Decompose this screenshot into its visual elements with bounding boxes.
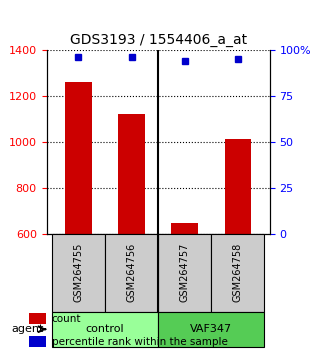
Bar [224, 139, 251, 234]
Text: GSM264757: GSM264757 [180, 243, 190, 302]
FancyBboxPatch shape [105, 234, 158, 312]
Text: GSM264755: GSM264755 [73, 243, 83, 302]
Text: control: control [86, 324, 124, 334]
Text: count: count [52, 314, 81, 324]
Title: GDS3193 / 1554406_a_at: GDS3193 / 1554406_a_at [69, 33, 247, 47]
Bar [171, 223, 198, 234]
Text: GSM264758: GSM264758 [233, 243, 243, 302]
FancyBboxPatch shape [52, 312, 158, 347]
Bar [118, 114, 145, 234]
FancyBboxPatch shape [158, 234, 211, 312]
FancyBboxPatch shape [211, 234, 264, 312]
Bar [29, 313, 46, 324]
Bar [65, 82, 92, 234]
Text: GSM264756: GSM264756 [126, 243, 136, 302]
FancyBboxPatch shape [158, 312, 264, 347]
Text: agent: agent [11, 324, 44, 334]
Bar [29, 336, 46, 347]
Text: VAF347: VAF347 [190, 324, 232, 334]
Text: percentile rank within the sample: percentile rank within the sample [52, 337, 228, 347]
FancyBboxPatch shape [52, 234, 105, 312]
